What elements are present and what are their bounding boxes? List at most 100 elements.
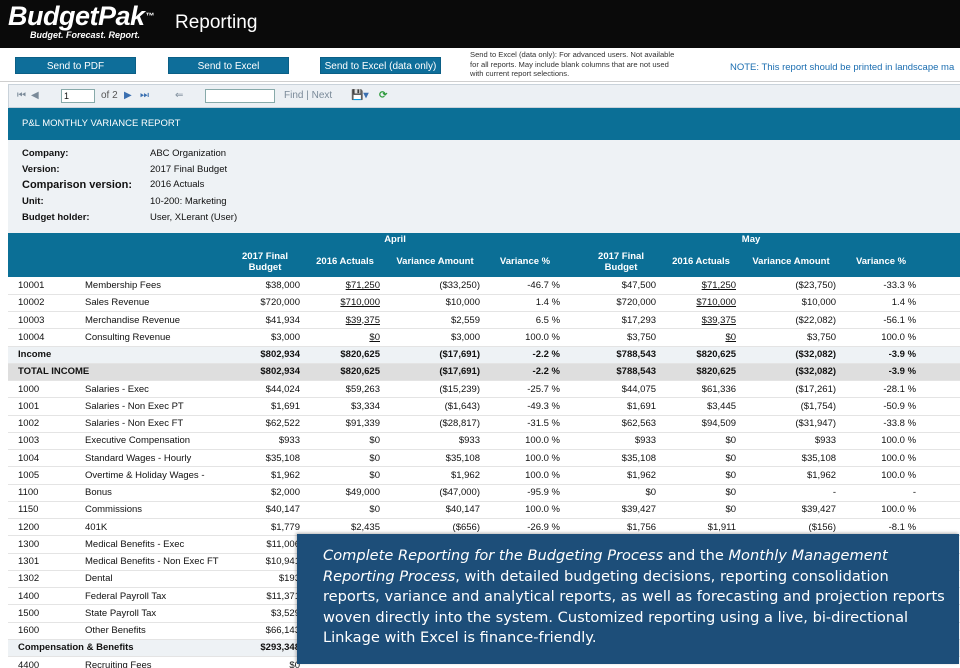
may-budget-cell: $35,108 (581, 449, 662, 468)
april-variance-pct-cell: 100.0 % (485, 328, 566, 347)
april-variance-amount-cell: $10,000 (385, 294, 485, 313)
april-variance-pct-cell: 100.0 % (485, 449, 566, 468)
may-variance-pct-cell: 100.0 % (841, 466, 922, 485)
table-row: 1003 Executive Compensation $933 $0 $933 100.… (8, 432, 960, 451)
send-to-excel-button[interactable]: Send to Excel (168, 57, 289, 74)
may-budget-cell: $62,563 (581, 415, 662, 433)
april-budget-cell: $0 (225, 656, 305, 668)
may-variance-amount-cell: $3,750 (741, 328, 842, 347)
may-variance-amount-cell: - (741, 484, 842, 502)
save-icon[interactable]: 💾▾ (351, 90, 369, 101)
column-gap (565, 294, 582, 313)
refresh-icon[interactable]: ⟳ (379, 90, 388, 101)
column-gap (565, 415, 582, 433)
april-variance-amount-cell: ($17,691) (385, 363, 485, 382)
may-variance-pct-cell: 100.0 % (841, 449, 922, 468)
account-name: State Payroll Tax (80, 604, 225, 623)
april-budget-cell: $44,024 (225, 380, 305, 399)
total-row: TOTAL INCOME $802,934 $820,625 ($17,691) -2.… (8, 363, 960, 382)
may-budget-cell: $3,750 (581, 328, 662, 347)
april-variance-amount-cell: $1,962 (385, 466, 485, 485)
may-variance-pct-cell: -50.9 % (841, 397, 922, 416)
trailing-cell (921, 415, 960, 433)
account-name: Salaries - Non Exec PT (80, 397, 225, 416)
column-gap (565, 466, 582, 485)
account-code: 1200 (8, 518, 80, 537)
trailing-cell (921, 449, 960, 468)
may-actuals-cell[interactable]: $0 (661, 328, 742, 347)
may-budget-cell: $720,000 (581, 294, 662, 313)
account-name: Other Benefits (80, 622, 225, 640)
april-actuals-cell[interactable]: $710,000 (305, 294, 385, 313)
find-next-link[interactable]: Find | Next (284, 90, 333, 101)
may-variance-amount-cell: ($32,082) (741, 346, 842, 364)
find-input[interactable] (205, 89, 275, 103)
trailing-cell (921, 311, 960, 330)
april-actuals-cell[interactable]: $39,375 (305, 311, 385, 330)
april-actuals-cell[interactable]: $71,250 (305, 277, 385, 295)
may-variance-amount-cell: ($23,750) (741, 277, 842, 295)
april-actuals-cell[interactable]: $0 (305, 328, 385, 347)
report-info: Company: ABC Organization Version: 2017 … (8, 140, 960, 233)
trailing-cell (921, 294, 960, 313)
april-variance-amount-cell: ($15,239) (385, 380, 485, 399)
may-actuals-cell[interactable]: $39,375 (661, 311, 742, 330)
column-header-row: 2017 Final Budget 2016 Actuals Variance … (8, 246, 960, 277)
table-row: 10001 Membership Fees $38,000 $71,250 ($33,2… (8, 277, 960, 295)
april-variance-pct-cell: -31.5 % (485, 415, 566, 433)
may-variance-pct-cell: 100.0 % (841, 432, 922, 451)
account-code: 1005 (8, 466, 80, 485)
april-budget-cell: $40,147 (225, 501, 305, 520)
april-budget-cell: $933 (225, 432, 305, 451)
trailing-cell (921, 328, 960, 347)
account-name: Medical Benefits - Exec (80, 535, 225, 554)
april-actuals-cell: $49,000 (305, 484, 385, 502)
april-actuals-cell: $59,263 (305, 380, 385, 399)
may-variance-amount-cell: ($22,082) (741, 311, 842, 330)
page-number-input[interactable]: 1 (61, 89, 95, 103)
table-row: 1005 Overtime & Holiday Wages - $1,962 $0 $1… (8, 466, 960, 485)
month-header-row: April May (8, 233, 960, 246)
may-actuals-cell: $3,445 (661, 397, 742, 416)
send-to-pdf-button[interactable]: Send to PDF (15, 57, 136, 74)
next-page-icon[interactable]: ▶ (124, 90, 132, 101)
april-actuals-cell: $0 (305, 432, 385, 451)
may-actuals-cell[interactable]: $71,250 (661, 277, 742, 295)
may-actuals-cell: $0 (661, 501, 742, 520)
may-budget-cell: $0 (581, 484, 662, 502)
april-budget-cell: $41,934 (225, 311, 305, 330)
first-page-icon[interactable]: ⏮ (17, 90, 26, 101)
account-code: 10001 (8, 277, 80, 295)
april-budget-cell: $38,000 (225, 277, 305, 295)
brand-tagline: Budget. Forecast. Report. (30, 30, 141, 40)
send-to-excel-data-only-button[interactable]: Send to Excel (data only) (320, 57, 441, 74)
april-budget-cell: $11,371 (225, 587, 305, 606)
may-actuals-cell[interactable]: $710,000 (661, 294, 742, 313)
col-variance-pct: Variance % (841, 246, 922, 277)
april-variance-pct-cell: -25.7 % (485, 380, 566, 399)
may-actuals-cell: $0 (661, 432, 742, 451)
account-name: Merchandise Revenue (80, 311, 225, 330)
april-variance-pct-cell: -2.2 % (485, 346, 566, 364)
account-code: 1000 (8, 380, 80, 399)
april-variance-amount-cell: ($47,000) (385, 484, 485, 502)
table-row: 1002 Salaries - Non Exec FT $62,522 $91,339… (8, 415, 960, 433)
may-variance-amount-cell: ($31,947) (741, 415, 842, 433)
account-code: 1400 (8, 587, 80, 606)
april-variance-amount-cell: ($28,817) (385, 415, 485, 433)
col-actuals: 2016 Actuals (305, 246, 385, 277)
last-page-icon[interactable]: ⏭ (140, 90, 149, 101)
account-code: 1004 (8, 449, 80, 468)
report-title: P&L MONTHLY VARIANCE REPORT (8, 108, 960, 140)
column-gap (565, 501, 582, 520)
previous-page-icon[interactable]: ◀ (31, 90, 39, 101)
may-variance-amount-cell: ($17,261) (741, 380, 842, 399)
back-icon[interactable]: ⇐ (175, 90, 184, 101)
month-header-may: May (581, 233, 922, 246)
account-name: Federal Payroll Tax (80, 587, 225, 606)
may-budget-cell: $788,543 (581, 363, 662, 382)
page-count: of 2 (101, 90, 118, 101)
april-budget-cell: $10,941 (225, 553, 305, 571)
april-variance-amount-cell: ($1,643) (385, 397, 485, 416)
april-variance-pct-cell: -95.9 % (485, 484, 566, 502)
